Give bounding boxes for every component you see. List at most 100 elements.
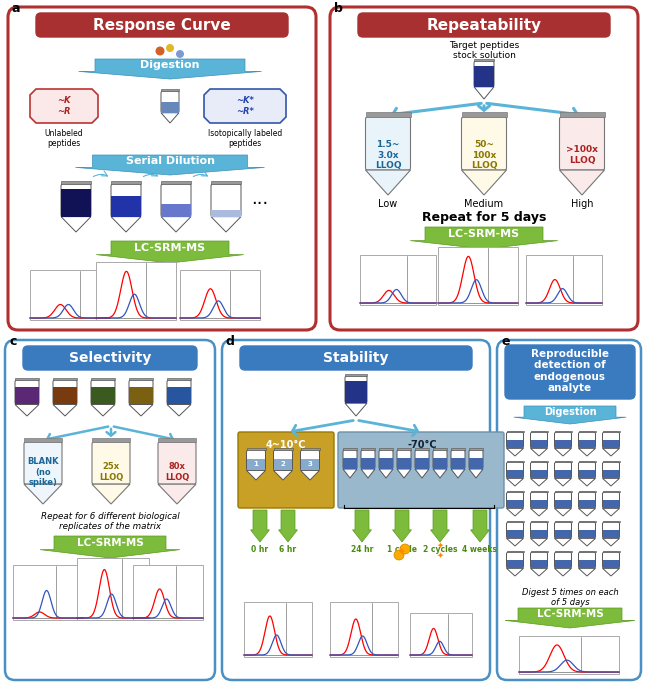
FancyBboxPatch shape bbox=[61, 184, 91, 216]
FancyBboxPatch shape bbox=[474, 61, 494, 87]
Polygon shape bbox=[469, 469, 483, 478]
Polygon shape bbox=[603, 478, 620, 486]
Text: ✦: ✦ bbox=[398, 548, 406, 558]
Text: 1: 1 bbox=[254, 461, 258, 467]
FancyBboxPatch shape bbox=[240, 346, 472, 370]
Text: 2: 2 bbox=[280, 461, 286, 467]
Polygon shape bbox=[554, 508, 572, 516]
Polygon shape bbox=[24, 484, 62, 504]
FancyBboxPatch shape bbox=[211, 184, 241, 216]
Polygon shape bbox=[530, 448, 548, 456]
Bar bbox=[129, 378, 153, 380]
Bar bbox=[461, 112, 506, 117]
FancyBboxPatch shape bbox=[579, 492, 596, 508]
FancyBboxPatch shape bbox=[554, 462, 572, 478]
Bar bbox=[54, 387, 77, 404]
Bar bbox=[361, 448, 375, 450]
Bar bbox=[77, 558, 149, 620]
Text: LC-SRM-MS: LC-SRM-MS bbox=[537, 610, 603, 619]
Bar bbox=[451, 448, 465, 450]
Polygon shape bbox=[506, 508, 523, 516]
FancyBboxPatch shape bbox=[91, 380, 115, 404]
Polygon shape bbox=[300, 471, 320, 480]
Bar bbox=[579, 530, 595, 538]
Polygon shape bbox=[91, 404, 115, 416]
Text: a: a bbox=[12, 2, 21, 15]
Bar bbox=[603, 551, 620, 552]
Bar bbox=[111, 197, 141, 216]
FancyBboxPatch shape bbox=[554, 552, 572, 569]
Bar bbox=[330, 602, 398, 657]
Polygon shape bbox=[397, 469, 411, 478]
Bar bbox=[603, 460, 620, 462]
FancyBboxPatch shape bbox=[379, 450, 393, 469]
Bar bbox=[167, 387, 191, 404]
FancyBboxPatch shape bbox=[300, 450, 320, 471]
FancyBboxPatch shape bbox=[451, 450, 465, 469]
Bar bbox=[531, 560, 547, 569]
FancyBboxPatch shape bbox=[506, 552, 523, 569]
Bar bbox=[474, 59, 494, 61]
FancyBboxPatch shape bbox=[554, 432, 572, 448]
FancyBboxPatch shape bbox=[497, 340, 641, 680]
Bar bbox=[452, 458, 464, 469]
Bar bbox=[133, 565, 203, 620]
Text: ···: ··· bbox=[251, 195, 269, 213]
Bar bbox=[274, 459, 292, 471]
FancyBboxPatch shape bbox=[461, 117, 506, 170]
Bar bbox=[530, 431, 548, 432]
Text: 1 cycle: 1 cycle bbox=[387, 545, 417, 554]
Polygon shape bbox=[579, 538, 596, 546]
Text: LC-SRM-MS: LC-SRM-MS bbox=[134, 243, 205, 253]
Bar bbox=[603, 490, 620, 492]
Polygon shape bbox=[251, 510, 269, 542]
Polygon shape bbox=[506, 569, 523, 576]
Polygon shape bbox=[559, 170, 605, 195]
Text: b: b bbox=[334, 2, 343, 15]
Polygon shape bbox=[111, 216, 141, 232]
Polygon shape bbox=[470, 510, 490, 542]
Bar bbox=[506, 551, 523, 552]
Text: 6 hr: 6 hr bbox=[280, 545, 297, 554]
Bar bbox=[161, 89, 179, 91]
Bar bbox=[343, 448, 357, 450]
Text: 50~
100x
LLOQ: 50~ 100x LLOQ bbox=[471, 140, 497, 170]
Polygon shape bbox=[129, 404, 153, 416]
Bar bbox=[579, 521, 596, 522]
Bar bbox=[579, 560, 595, 569]
Text: Medium: Medium bbox=[464, 199, 504, 209]
Text: e: e bbox=[501, 335, 510, 348]
Polygon shape bbox=[61, 216, 91, 232]
Bar bbox=[345, 373, 367, 376]
Bar bbox=[603, 560, 619, 569]
Polygon shape bbox=[161, 113, 179, 123]
Bar bbox=[555, 560, 571, 569]
Bar bbox=[366, 112, 410, 117]
Text: -70°C: -70°C bbox=[407, 440, 437, 450]
Bar bbox=[158, 438, 196, 442]
Bar bbox=[438, 247, 518, 305]
Bar bbox=[506, 431, 523, 432]
FancyBboxPatch shape bbox=[530, 432, 548, 448]
Polygon shape bbox=[530, 538, 548, 546]
Polygon shape bbox=[530, 508, 548, 516]
Polygon shape bbox=[530, 569, 548, 576]
Bar bbox=[507, 500, 523, 508]
Text: Stability: Stability bbox=[323, 351, 389, 365]
Bar bbox=[474, 66, 494, 87]
FancyBboxPatch shape bbox=[603, 432, 620, 448]
Bar bbox=[531, 530, 547, 538]
Bar bbox=[16, 387, 39, 404]
Bar bbox=[530, 490, 548, 492]
Bar bbox=[379, 458, 393, 469]
FancyBboxPatch shape bbox=[579, 552, 596, 569]
Text: Repeat for 5 days: Repeat for 5 days bbox=[422, 211, 546, 224]
Text: >100x
LLOQ: >100x LLOQ bbox=[566, 145, 598, 164]
Polygon shape bbox=[343, 469, 357, 478]
Text: 0 hr: 0 hr bbox=[251, 545, 269, 554]
Bar bbox=[300, 448, 320, 450]
Bar bbox=[30, 270, 110, 320]
FancyBboxPatch shape bbox=[559, 117, 605, 170]
Bar bbox=[111, 181, 141, 184]
FancyBboxPatch shape bbox=[361, 450, 375, 469]
